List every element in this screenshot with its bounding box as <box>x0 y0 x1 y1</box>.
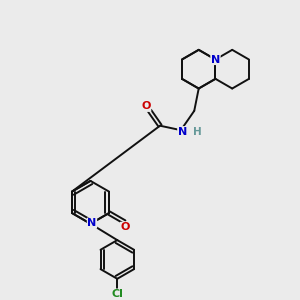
Text: N: N <box>211 55 220 64</box>
Text: Cl: Cl <box>112 289 124 299</box>
Text: N: N <box>178 127 187 137</box>
Text: O: O <box>141 101 151 111</box>
Text: H: H <box>193 127 202 137</box>
Text: N: N <box>87 218 97 228</box>
Text: O: O <box>120 222 130 232</box>
